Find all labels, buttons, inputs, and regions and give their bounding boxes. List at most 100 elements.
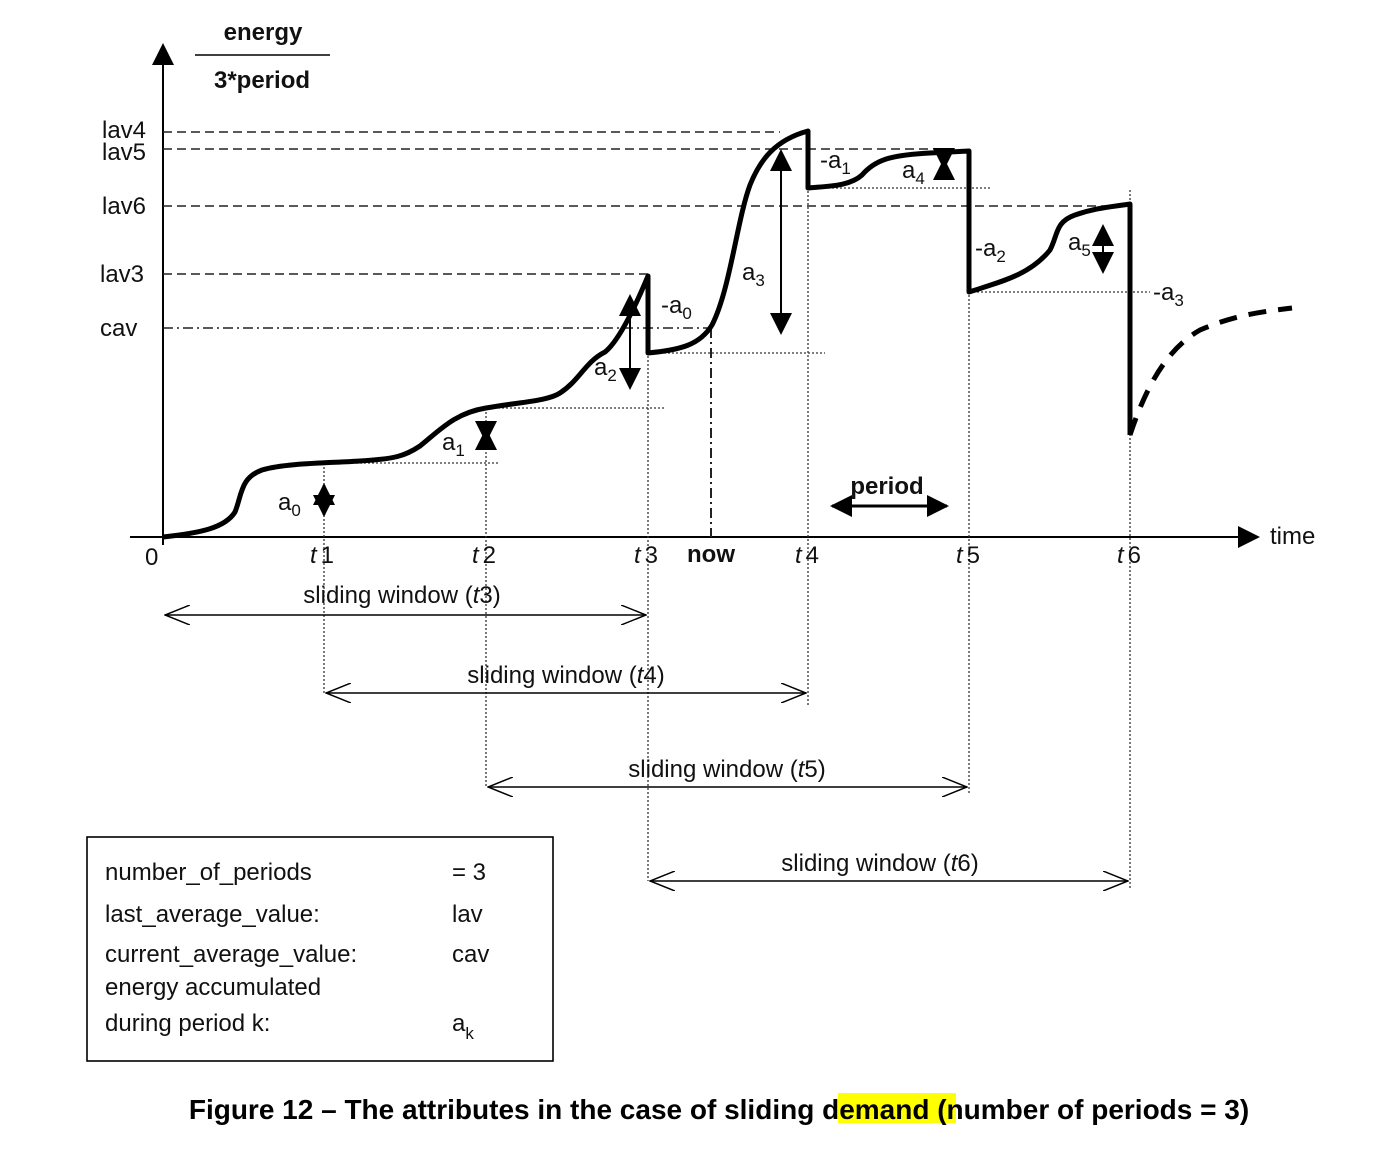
text-span: ) [818, 756, 826, 783]
text-span: a [594, 354, 608, 381]
text-span: 3 [645, 542, 658, 569]
text-span: 5 [1081, 241, 1090, 260]
origin-label: 0 [145, 544, 158, 571]
label-neg-a2: -a2 [975, 235, 1006, 266]
text-span: t [951, 850, 959, 877]
level-cav: cav [100, 315, 137, 342]
text-span: t [472, 542, 480, 569]
legend-key: last_average_value: [105, 901, 320, 928]
text-span: demand [822, 1094, 929, 1125]
text-span: t [634, 542, 642, 569]
caption-highlight [838, 1093, 956, 1123]
text-span: sliding window ( [781, 850, 950, 877]
text-span: a [1068, 229, 1082, 256]
text-span: -a [661, 292, 683, 319]
legend-box: number_of_periods = 3 last_average_value… [86, 836, 554, 1062]
text-span: a [452, 1010, 466, 1037]
text-span: ) [657, 662, 665, 689]
label-a0: a0 [278, 489, 301, 520]
figure-caption: Figure 12 – The attributes in the case o… [189, 1094, 1249, 1125]
window-t4-label: sliding window (t4) [467, 662, 664, 689]
legend-value: ak [452, 1010, 474, 1043]
text-span: 4 [915, 169, 924, 188]
window-t5-label: sliding window (t5) [628, 756, 825, 783]
text-span: a [278, 489, 292, 516]
text-span: 4 [643, 662, 656, 689]
label-a3: a3 [742, 259, 765, 290]
text-span: 3 [1174, 291, 1183, 310]
label-a2: a2 [594, 354, 617, 385]
energy-curve [162, 128, 1133, 540]
text-span: (number of periods = 3) [929, 1094, 1249, 1125]
text-span: t [310, 542, 318, 569]
projected-curve [1127, 305, 1293, 436]
label-neg-a3: -a3 [1153, 279, 1184, 310]
text-span: 4 [806, 542, 819, 569]
text-span: t [637, 662, 645, 689]
text-span: 6 [1128, 542, 1141, 569]
text-span: 1 [321, 542, 334, 569]
legend-value: cav [452, 941, 489, 968]
legend-value: lav [452, 901, 483, 928]
text-span: k [465, 1024, 474, 1043]
text-span: 0 [682, 304, 691, 323]
legend-value: = 3 [452, 859, 486, 886]
text-span: 1 [841, 159, 850, 178]
tick-now: now [687, 541, 735, 568]
legend-key: current_average_value: [105, 941, 357, 968]
text-span: 5 [804, 756, 817, 783]
period-label: period [850, 473, 923, 500]
text-span: 0 [291, 501, 300, 520]
text-span: ) [971, 850, 979, 877]
legend-key: during period k: [105, 1010, 270, 1037]
text-span: sliding window ( [303, 582, 472, 609]
x-axis-label: time [1270, 523, 1315, 550]
text-span: t [473, 582, 481, 609]
text-span: a [742, 259, 756, 286]
text-span: sliding window ( [467, 662, 636, 689]
window-t3-label: sliding window (t3) [303, 582, 500, 609]
text-span: 3 [479, 582, 492, 609]
text-span: 2 [607, 366, 616, 385]
legend-key: energy accumulated [105, 974, 321, 1001]
text-span: -a [1153, 279, 1175, 306]
amount-arrows [313, 148, 1114, 517]
label-a5: a5 [1068, 229, 1091, 260]
text-span: t [956, 542, 964, 569]
level-lav4: lav4 [102, 117, 146, 144]
level-lav6: lav6 [102, 193, 146, 220]
text-span: t [798, 756, 806, 783]
y-axis-title-bottom: 3*period [214, 67, 310, 94]
text-span: 2 [483, 542, 496, 569]
text-span: t [1117, 542, 1125, 569]
text-span: 1 [455, 441, 464, 460]
label-neg-a0: -a0 [661, 292, 692, 323]
text-span: a [442, 429, 456, 456]
label-neg-a1: -a1 [820, 147, 851, 178]
legend-key: number_of_periods [105, 859, 312, 886]
level-lav3: lav3 [100, 261, 144, 288]
text-span: Figure 12 – The attributes in the case o… [189, 1094, 822, 1125]
label-a4: a4 [902, 157, 925, 188]
text-span: -a [820, 147, 842, 174]
label-a1: a1 [442, 429, 465, 460]
text-span: 2 [996, 247, 1005, 266]
text-span: t [795, 542, 803, 569]
text-span: sliding window ( [628, 756, 797, 783]
level-lav5: lav5 [102, 139, 146, 166]
text-span: 5 [967, 542, 980, 569]
text-span: ) [493, 582, 501, 609]
text-span: -a [975, 235, 997, 262]
text-span: 3 [755, 271, 764, 290]
text-span: a [902, 157, 916, 184]
text-span: 6 [957, 850, 970, 877]
y-axis-title-top: energy [224, 19, 303, 46]
window-t6-label: sliding window (t6) [781, 850, 978, 877]
